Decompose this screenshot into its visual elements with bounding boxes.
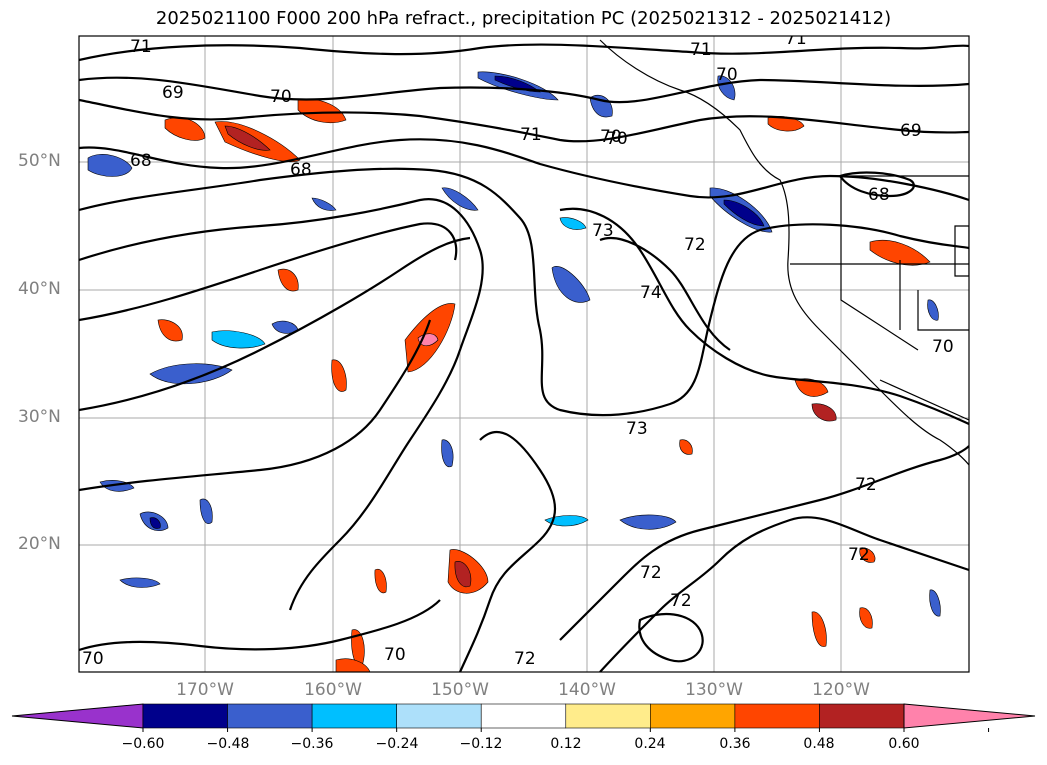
contour-label: 70 — [932, 337, 954, 357]
map-frame — [78, 35, 970, 673]
contour-label: 68 — [868, 185, 890, 205]
contour-label: 69 — [162, 83, 184, 103]
contour-label: 72 — [640, 563, 662, 583]
colorbar-tick-label: −0.12 — [459, 736, 503, 752]
colorbar-tick-label: −0.60 — [121, 736, 165, 752]
contour-label: 68 — [290, 160, 312, 180]
colorbar-segment — [565, 703, 651, 729]
contour-label: 72 — [684, 235, 706, 255]
contour-label: 72 — [848, 545, 870, 565]
colorbar-segment — [311, 703, 397, 729]
lon-label-140w: 140°W — [558, 680, 616, 700]
contour-label: 70 — [384, 645, 406, 665]
contour-label: 70 — [716, 65, 738, 85]
contour-label: 73 — [592, 221, 614, 241]
contour-label: 74 — [640, 283, 662, 303]
lat-label-50n: 50°N — [18, 151, 61, 171]
colorbar-tick-label: 0.48 — [803, 736, 835, 752]
contour-label: 69 — [900, 121, 922, 141]
colorbar-segment — [142, 703, 228, 729]
lat-label-40n: 40°N — [18, 279, 61, 299]
refractivity-contours — [79, 43, 969, 672]
contour-label: 71 — [520, 125, 542, 145]
lat-label-20n: 20°N — [18, 534, 61, 554]
lon-label-160w: 160°W — [304, 680, 362, 700]
contour-label: 71 — [690, 40, 712, 60]
contour-label: 70 — [82, 649, 104, 669]
colorbar-tick-label: −0.24 — [375, 736, 419, 752]
colorbar-tick-label: 0.12 — [550, 736, 582, 752]
colorbar-extend-left — [11, 703, 144, 729]
colorbar-tick-label: 0.60 — [888, 736, 920, 752]
contour-label: 70 — [600, 127, 622, 147]
colorbar-tick-label: −0.36 — [290, 736, 334, 752]
contour-labels: 71 71 71 69 70 70 70 68 68 69 71 70 68 7… — [82, 29, 954, 669]
lon-label-170w: 170°W — [176, 680, 234, 700]
colorbar-extend-right — [903, 703, 1036, 729]
colorbar-tick-label: 0.24 — [634, 736, 666, 752]
colorbar-segment — [819, 703, 905, 729]
contour-label: 70 — [270, 87, 292, 107]
contour-label: 72 — [514, 649, 536, 669]
map-area: 71 71 71 69 70 70 70 68 68 69 71 70 68 7… — [79, 29, 969, 672]
precipitation-shading — [87, 71, 941, 672]
lon-label-120w: 120°W — [812, 680, 870, 700]
colorbar-segment — [396, 703, 482, 729]
contour-label: 73 — [626, 419, 648, 439]
colorbar-segment — [227, 703, 313, 729]
contour-label: 71 — [785, 29, 807, 49]
colorbar — [11, 703, 1036, 732]
contour-label: 68 — [130, 151, 152, 171]
coastline — [599, 39, 969, 466]
contour-label: 72 — [855, 475, 877, 495]
lon-label-150w: 150°W — [431, 680, 489, 700]
colorbar-segment — [650, 703, 736, 729]
contour-label: 72 — [670, 591, 692, 611]
colorbar-tick-label: 0.36 — [719, 736, 751, 752]
lat-label-30n: 30°N — [18, 407, 61, 427]
contour-label: 71 — [130, 37, 152, 57]
colorbar-segment — [480, 703, 567, 729]
lon-label-130w: 130°W — [685, 680, 743, 700]
colorbar-tick-label: −0.48 — [206, 736, 250, 752]
contour-label: 70 — [606, 129, 628, 149]
chart-title: 2025021100 F000 200 hPa refract., precip… — [155, 8, 892, 29]
colorbar-segment — [734, 703, 820, 729]
